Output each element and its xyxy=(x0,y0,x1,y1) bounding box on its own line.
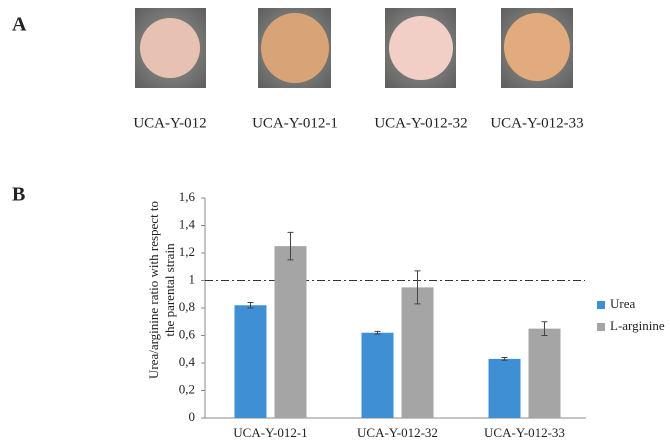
photo xyxy=(385,8,456,88)
photo xyxy=(501,8,573,88)
panel-label: A xyxy=(12,14,27,36)
x-tick-label: UCA-Y-012-1 xyxy=(233,425,307,440)
y-tick-label: 1 xyxy=(189,271,196,286)
y-tick-label: 1,2 xyxy=(179,244,195,259)
legend-swatch xyxy=(597,301,605,309)
legend-swatch xyxy=(597,323,605,331)
y-tick-label: 0 xyxy=(189,409,196,424)
y-tick-label: 1,6 xyxy=(179,189,196,204)
legend-label: L-arginine xyxy=(610,318,665,333)
bar xyxy=(275,246,307,418)
photo xyxy=(135,8,206,88)
y-axis-label: the parental strain xyxy=(162,243,177,337)
y-tick-label: 1,4 xyxy=(179,216,196,231)
x-tick-label: UCA-Y-012-33 xyxy=(484,425,565,440)
bar xyxy=(489,359,521,418)
bar xyxy=(402,287,434,418)
y-axis-label: Urea/arginine ratio with respect to xyxy=(146,201,161,379)
sample-label: UCA-Y-012-33 xyxy=(490,115,583,131)
y-tick-label: 0,6 xyxy=(179,326,196,341)
figure: A UCA-Y-012 UCA-Y-012-1 UCA-Y-012-32 UCA… xyxy=(0,0,670,443)
y-tick-label: 0,8 xyxy=(179,299,195,314)
photo xyxy=(258,8,331,88)
bar xyxy=(362,333,394,418)
bar xyxy=(529,329,561,418)
sample-label: UCA-Y-012-1 xyxy=(252,115,338,131)
y-tick-label: 0,4 xyxy=(179,354,196,369)
panel-label: B xyxy=(12,184,25,206)
x-tick-label: UCA-Y-012-32 xyxy=(357,425,438,440)
legend-label: Urea xyxy=(610,296,635,311)
bar xyxy=(235,305,267,418)
sample-label: UCA-Y-012-32 xyxy=(374,115,467,131)
y-tick-label: 0,2 xyxy=(179,381,195,396)
sample-label: UCA-Y-012 xyxy=(133,115,206,131)
